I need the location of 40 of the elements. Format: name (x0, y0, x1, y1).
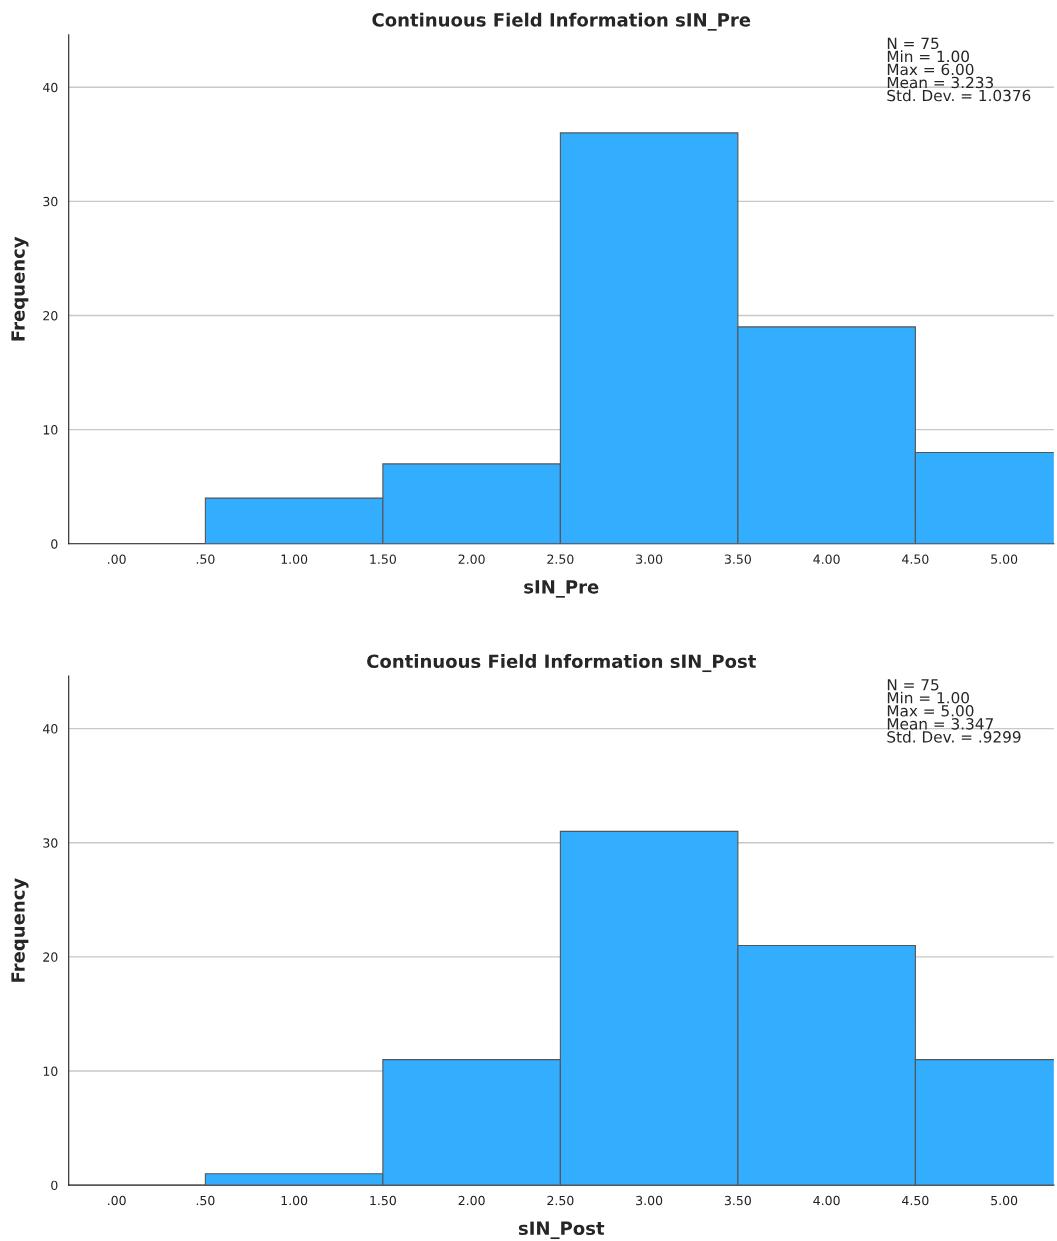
annotation: N = 75 Min = 1.00 Max = 5.00 Mean = 3.347 Std. Dev. = .9299 (887, 679, 1021, 743)
x-tick-label: 1.50 (370, 554, 396, 564)
x-axis-title: sIN_Pre (524, 580, 599, 598)
x-tick-label: 3.50 (724, 1195, 751, 1206)
y-tick-label: 40 (42, 82, 58, 93)
x-tick-label: .00 (108, 1195, 126, 1206)
x-tick-label: 5.00 (991, 1195, 1018, 1206)
y-tick-label: 20 (43, 952, 58, 962)
y-tick-label: 20 (43, 310, 58, 321)
y-tick-label: 10 (43, 1066, 58, 1076)
x-tick-label: 4.00 (813, 554, 840, 564)
chart-title: Continuous Field Information sIN_Post (367, 654, 756, 673)
y-tick-label: 0 (51, 1180, 58, 1191)
y-tick-label: 30 (43, 196, 58, 207)
x-tick-label: 1.00 (281, 1195, 308, 1206)
x-tick-label: 3.00 (636, 554, 663, 564)
x-tick-label: .50 (196, 554, 215, 564)
x-tick-label: 4.50 (902, 1195, 929, 1206)
x-tick-label: 1.50 (370, 1195, 396, 1206)
x-tick-label: 3.50 (724, 554, 751, 564)
y-axis-title: Frequency (11, 878, 29, 982)
x-axis-title: sIN_Post (518, 1221, 605, 1240)
x-tick-label: 5.00 (991, 554, 1018, 564)
y-axis-title: Frequency (11, 236, 29, 341)
x-tick-label: 4.00 (813, 1195, 840, 1206)
annotation: N = 75 Min = 1.00 Max = 6.00 Mean = 3.233 Std. Dev. = 1.0376 (887, 37, 1031, 102)
x-tick-label: 2.00 (458, 554, 485, 564)
y-tick-label: 10 (43, 425, 58, 435)
x-tick-label: 1.00 (281, 554, 308, 564)
x-tick-label: 4.50 (902, 554, 929, 564)
y-tick-label: 0 (51, 539, 58, 549)
x-tick-label: .00 (108, 554, 126, 564)
chart-title: Continuous Field Information sIN_Pre (372, 12, 751, 31)
y-tick-label: 40 (42, 724, 58, 734)
x-tick-label: .50 (196, 1195, 215, 1206)
x-tick-label: 3.00 (636, 1195, 663, 1206)
x-tick-label: 2.50 (547, 1195, 574, 1206)
y-tick-label: 30 (43, 838, 58, 848)
x-tick-label: 2.00 (458, 1195, 485, 1206)
x-tick-label: 2.50 (547, 554, 574, 564)
